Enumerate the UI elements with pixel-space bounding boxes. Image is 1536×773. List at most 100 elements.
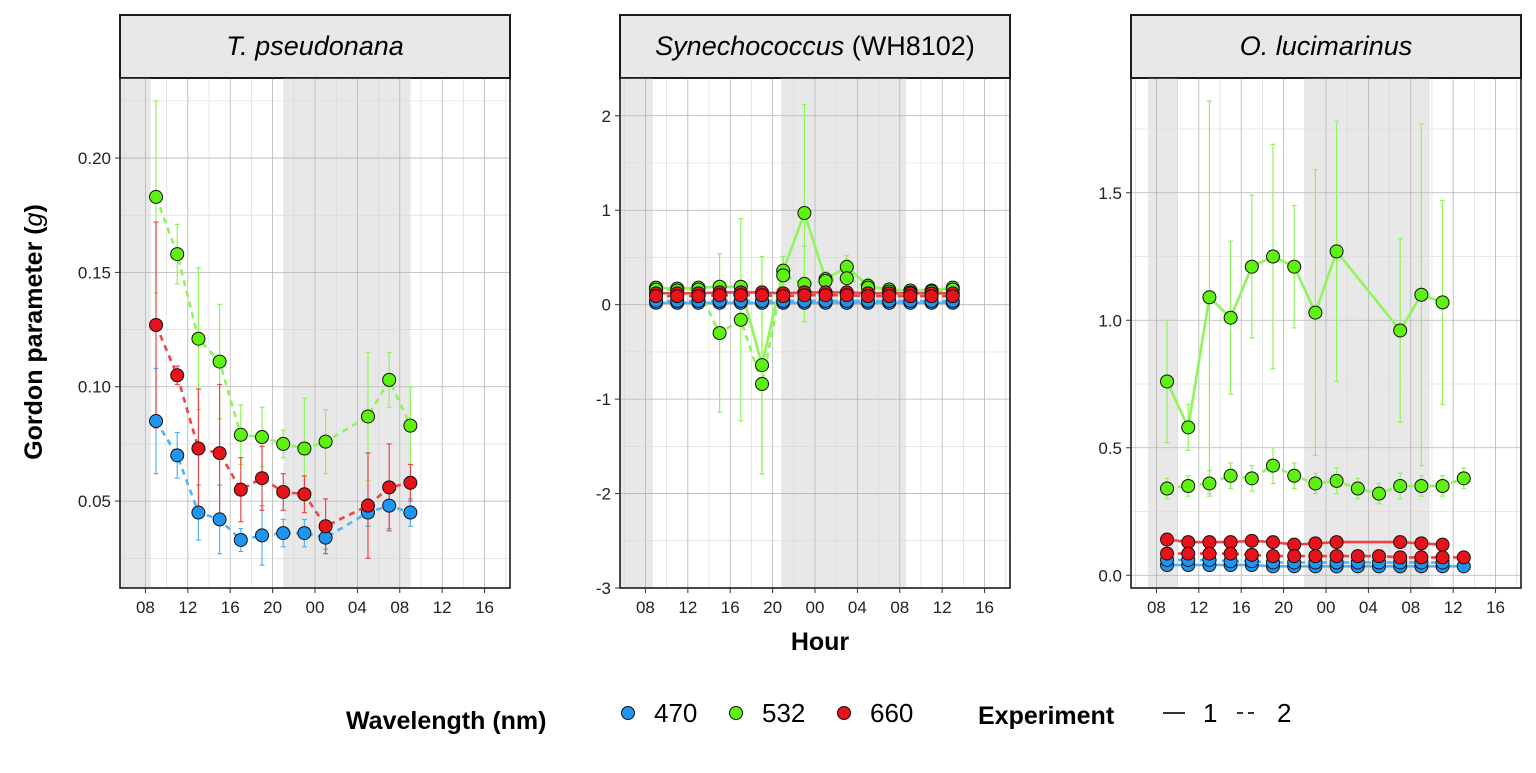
data-point-470-exp2 bbox=[233, 532, 248, 547]
legend-wavelength-items: 470 532 660 bbox=[621, 698, 913, 728]
y-tick-label: 1.0 bbox=[1098, 311, 1122, 330]
x-tick-label: 00 bbox=[306, 598, 325, 617]
data-point-660-exp2 bbox=[255, 471, 270, 486]
data-point-660-exp2 bbox=[1181, 546, 1196, 561]
y-tick-label: -1 bbox=[596, 390, 611, 409]
y-tick-label: 0 bbox=[602, 296, 611, 315]
data-point-660-exp2 bbox=[670, 289, 685, 304]
data-point-660-exp2 bbox=[797, 288, 812, 303]
data-point-470-exp2 bbox=[212, 512, 227, 527]
data-point-532-exp1 bbox=[755, 358, 770, 373]
y-tick-label: 0.15 bbox=[78, 263, 111, 282]
data-point-660-exp2 bbox=[1244, 547, 1259, 562]
data-point-660-exp2 bbox=[233, 482, 248, 497]
data-point-532-exp2 bbox=[776, 268, 791, 283]
data-point-660-exp2 bbox=[276, 484, 291, 499]
legend-wavelength-title: Wavelength (nm) bbox=[346, 707, 546, 735]
panel-title-italic: Synechococcus bbox=[655, 31, 844, 61]
x-tick-label: 20 bbox=[763, 598, 782, 617]
data-point-532-exp1 bbox=[1202, 290, 1217, 305]
y-tick-label: 0.05 bbox=[78, 492, 111, 511]
legend-experiment-title: Experiment bbox=[978, 702, 1115, 730]
data-point-660-exp2 bbox=[712, 288, 727, 303]
panel-title: Synechococcus (WH8102) bbox=[655, 31, 975, 61]
x-tick-label: 12 bbox=[933, 598, 952, 617]
data-point-660-exp2 bbox=[1202, 546, 1217, 561]
data-point-532-exp2 bbox=[318, 434, 333, 449]
legend-wavelength-swatch bbox=[837, 706, 851, 720]
y-axis-label-suffix: ) bbox=[20, 204, 48, 212]
data-point-660-exp2 bbox=[1287, 549, 1302, 564]
data-point-660-exp2 bbox=[691, 289, 706, 304]
data-point-532-exp2 bbox=[1223, 468, 1238, 483]
data-point-470-exp2 bbox=[297, 526, 312, 541]
data-point-470-exp2 bbox=[191, 505, 206, 520]
panel-title-italic: O. lucimarinus bbox=[1240, 31, 1413, 61]
data-point-660-exp2 bbox=[382, 480, 397, 495]
data-point-660-exp2 bbox=[755, 288, 770, 303]
data-point-532-exp1 bbox=[1435, 295, 1450, 310]
legend-experiment-label: 1 bbox=[1203, 698, 1217, 728]
data-point-532-exp2 bbox=[1350, 481, 1365, 496]
data-point-660-exp2 bbox=[297, 487, 312, 502]
data-point-532-exp2 bbox=[149, 189, 164, 204]
data-point-660-exp2 bbox=[1308, 549, 1323, 564]
panel-strip bbox=[119, 14, 511, 79]
x-tick-label: 16 bbox=[1486, 598, 1505, 617]
data-point-532-exp2 bbox=[382, 372, 397, 387]
panel-3: O. lucimarinus 08 12 16 20 00 04 08 12 16 0.0 0.5 1.… bbox=[1098, 14, 1522, 617]
night-band bbox=[120, 78, 151, 588]
x-tick-label: 20 bbox=[263, 598, 282, 617]
data-point-532-exp2 bbox=[1308, 476, 1323, 491]
y-tick-label: 0.0 bbox=[1098, 566, 1122, 585]
data-point-532-exp2 bbox=[755, 377, 770, 391]
data-point-660-exp2 bbox=[1223, 546, 1238, 561]
panel-title-plain: (WH8102) bbox=[844, 31, 975, 61]
plot-area bbox=[120, 78, 510, 588]
data-point-470-exp2 bbox=[403, 505, 418, 520]
legend-wavelength-swatch bbox=[621, 706, 635, 720]
data-point-660-exp1 bbox=[1393, 535, 1408, 550]
data-point-532-exp2 bbox=[403, 418, 418, 433]
data-point-532-exp2 bbox=[712, 326, 727, 340]
data-point-660-exp2 bbox=[882, 289, 897, 304]
data-point-660-exp2 bbox=[1371, 549, 1386, 564]
data-point-532-exp1 bbox=[1160, 374, 1175, 389]
data-point-660-exp2 bbox=[776, 289, 791, 304]
x-tick-label: 08 bbox=[1147, 598, 1166, 617]
data-point-532-exp1 bbox=[1287, 259, 1302, 274]
panel-1: T. pseudonana 08 12 16 20 00 04 08 12 16 0.05 0.10 0… bbox=[78, 14, 511, 617]
data-point-532-exp2 bbox=[1456, 471, 1471, 486]
data-point-532-exp2 bbox=[233, 427, 248, 442]
data-point-660-exp1 bbox=[1160, 532, 1175, 547]
data-point-532-exp2 bbox=[1329, 473, 1344, 488]
data-point-532-exp1 bbox=[1414, 287, 1429, 302]
data-point-660-exp2 bbox=[1393, 550, 1408, 565]
data-point-532-exp1 bbox=[1393, 323, 1408, 338]
data-point-532-exp2 bbox=[170, 247, 185, 262]
series-line-532-exp2 bbox=[154, 196, 412, 450]
data-point-532-exp2 bbox=[1202, 476, 1217, 491]
data-point-532-exp1 bbox=[1308, 305, 1323, 320]
data-point-532-exp2 bbox=[1371, 486, 1386, 501]
data-point-470-exp2 bbox=[255, 528, 270, 543]
night-band bbox=[781, 78, 907, 588]
panel-title: T. pseudonana bbox=[226, 31, 404, 61]
series-points bbox=[649, 206, 960, 391]
x-tick-label: 12 bbox=[1444, 598, 1463, 617]
y-tick-label: 2 bbox=[602, 107, 611, 126]
data-point-660-exp2 bbox=[860, 289, 875, 304]
series-line-470-exp2 bbox=[154, 420, 411, 542]
y-tick-label: 0.5 bbox=[1098, 439, 1122, 458]
y-axis-label-symbol: g bbox=[20, 212, 48, 226]
data-point-660-exp2 bbox=[403, 475, 418, 490]
data-point-532-exp2 bbox=[733, 312, 748, 327]
data-point-660-exp2 bbox=[903, 289, 918, 304]
data-point-532-exp2 bbox=[276, 436, 291, 451]
legend-wavelength-label: 660 bbox=[870, 698, 913, 728]
x-tick-label: 08 bbox=[636, 598, 655, 617]
y-tick-label: 1 bbox=[602, 201, 611, 220]
data-point-660-exp2 bbox=[1435, 550, 1450, 565]
